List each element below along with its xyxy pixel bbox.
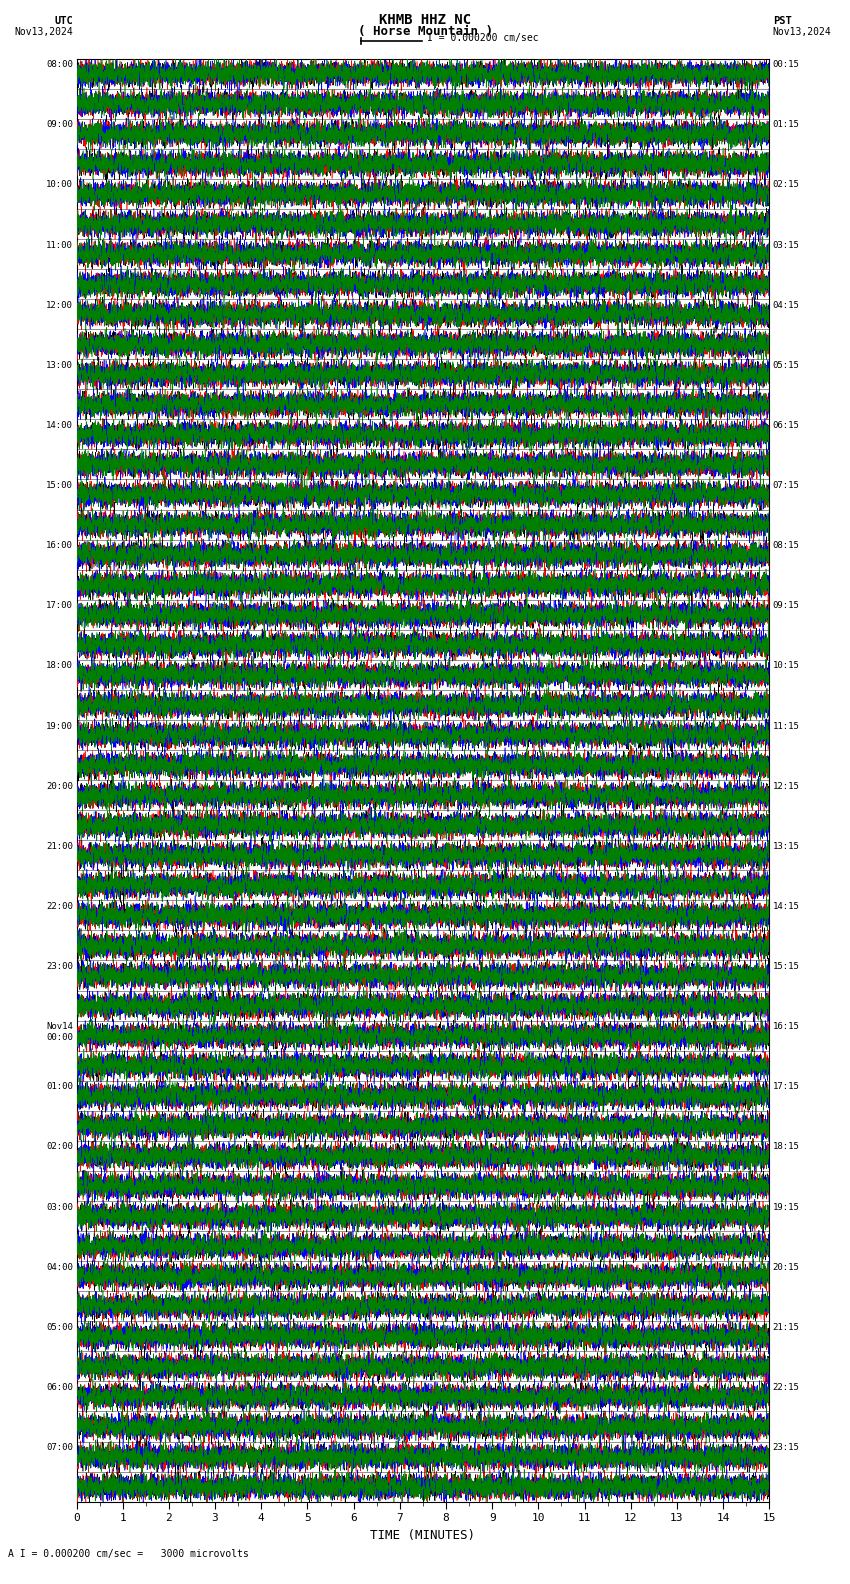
- Text: 07:00: 07:00: [46, 1443, 73, 1453]
- Text: 02:00: 02:00: [46, 1142, 73, 1152]
- Text: KHMB HHZ NC: KHMB HHZ NC: [379, 13, 471, 27]
- Text: A I = 0.000200 cm/sec =   3000 microvolts: A I = 0.000200 cm/sec = 3000 microvolts: [8, 1549, 249, 1559]
- Text: 04:15: 04:15: [773, 301, 800, 310]
- Text: 15:15: 15:15: [773, 961, 800, 971]
- Text: 08:15: 08:15: [773, 542, 800, 550]
- Text: 21:15: 21:15: [773, 1323, 800, 1332]
- Text: 07:15: 07:15: [773, 482, 800, 489]
- Text: 19:00: 19:00: [46, 722, 73, 730]
- Text: 10:15: 10:15: [773, 662, 800, 670]
- Text: 10:00: 10:00: [46, 181, 73, 190]
- Text: 18:15: 18:15: [773, 1142, 800, 1152]
- Text: 11:15: 11:15: [773, 722, 800, 730]
- Text: 09:00: 09:00: [46, 120, 73, 130]
- Text: 01:15: 01:15: [773, 120, 800, 130]
- X-axis label: TIME (MINUTES): TIME (MINUTES): [371, 1529, 475, 1541]
- Text: 17:00: 17:00: [46, 602, 73, 610]
- Text: 20:00: 20:00: [46, 782, 73, 790]
- Text: 11:00: 11:00: [46, 241, 73, 250]
- Text: UTC: UTC: [54, 16, 73, 25]
- Text: 23:00: 23:00: [46, 961, 73, 971]
- Text: 04:00: 04:00: [46, 1262, 73, 1272]
- Text: 21:00: 21:00: [46, 841, 73, 851]
- Text: 22:00: 22:00: [46, 901, 73, 911]
- Text: 23:15: 23:15: [773, 1443, 800, 1453]
- Text: PST: PST: [773, 16, 791, 25]
- Text: 16:15: 16:15: [773, 1022, 800, 1031]
- Text: 16:00: 16:00: [46, 542, 73, 550]
- Text: 06:00: 06:00: [46, 1383, 73, 1392]
- Text: 12:15: 12:15: [773, 782, 800, 790]
- Text: 05:00: 05:00: [46, 1323, 73, 1332]
- Text: I = 0.000200 cm/sec: I = 0.000200 cm/sec: [427, 33, 538, 43]
- Text: Nov13,2024: Nov13,2024: [773, 27, 831, 36]
- Text: 18:00: 18:00: [46, 662, 73, 670]
- Text: 02:15: 02:15: [773, 181, 800, 190]
- Text: 12:00: 12:00: [46, 301, 73, 310]
- Text: 14:15: 14:15: [773, 901, 800, 911]
- Text: 09:15: 09:15: [773, 602, 800, 610]
- Text: 13:00: 13:00: [46, 361, 73, 369]
- Text: 01:00: 01:00: [46, 1082, 73, 1091]
- Text: 15:00: 15:00: [46, 482, 73, 489]
- Text: 08:00: 08:00: [46, 60, 73, 70]
- Text: ( Horse Mountain ): ( Horse Mountain ): [358, 25, 492, 38]
- Text: 14:00: 14:00: [46, 421, 73, 429]
- Text: 17:15: 17:15: [773, 1082, 800, 1091]
- Text: 03:00: 03:00: [46, 1202, 73, 1212]
- Text: 06:15: 06:15: [773, 421, 800, 429]
- Text: 20:15: 20:15: [773, 1262, 800, 1272]
- Text: 05:15: 05:15: [773, 361, 800, 369]
- Text: 22:15: 22:15: [773, 1383, 800, 1392]
- Text: 00:15: 00:15: [773, 60, 800, 70]
- Text: 00:00: 00:00: [46, 1033, 73, 1042]
- Text: Nov14: Nov14: [46, 1022, 73, 1031]
- Text: 19:15: 19:15: [773, 1202, 800, 1212]
- Text: 13:15: 13:15: [773, 841, 800, 851]
- Text: 03:15: 03:15: [773, 241, 800, 250]
- Text: Nov13,2024: Nov13,2024: [14, 27, 73, 36]
